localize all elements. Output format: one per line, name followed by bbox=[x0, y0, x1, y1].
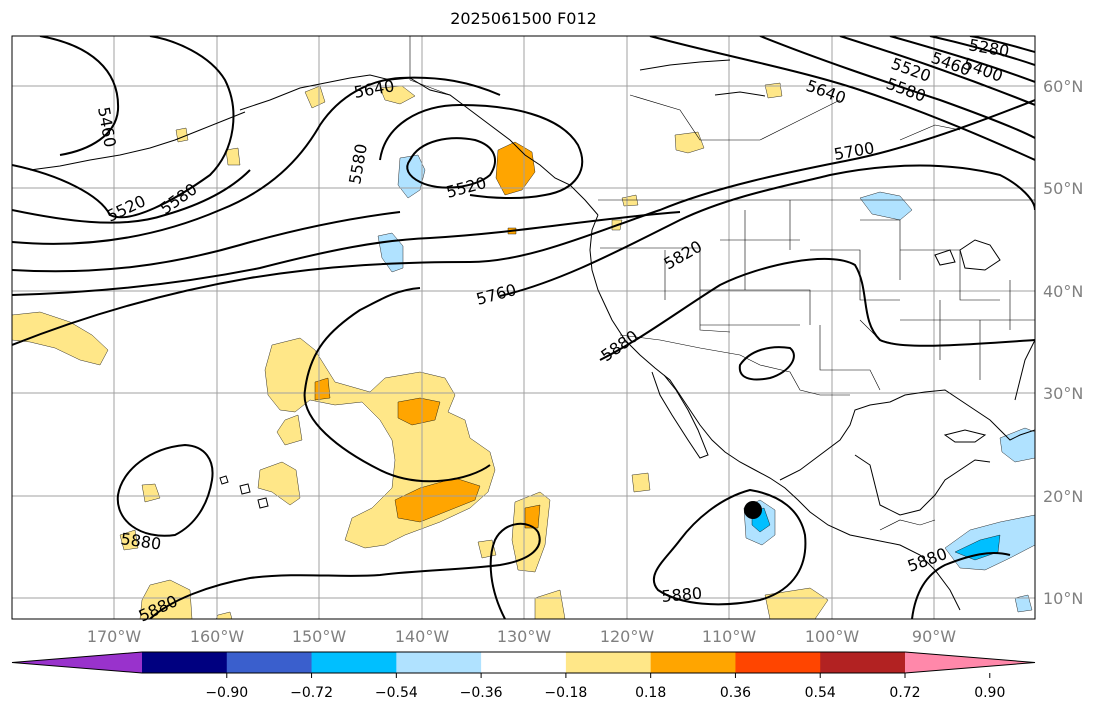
colorbar-swatch bbox=[735, 652, 821, 673]
colorbar-tick-label: −0.18 bbox=[544, 685, 587, 701]
height-contours bbox=[12, 36, 1035, 619]
colorbar-swatch bbox=[142, 652, 228, 673]
longitude-labels: 170°W 160°W 150°W 140°W 130°W 120°W 110°… bbox=[87, 627, 956, 646]
colorbar-swatch bbox=[650, 652, 736, 673]
lon-label: 120°W bbox=[600, 627, 655, 646]
lat-label: 60°N bbox=[1043, 77, 1083, 96]
lon-label: 90°W bbox=[912, 627, 956, 646]
contour-label: 5880 bbox=[661, 584, 703, 606]
colorbar-outline bbox=[11, 651, 1036, 674]
lat-label: 30°N bbox=[1043, 384, 1083, 403]
colorbar-swatch bbox=[481, 652, 567, 673]
colorbar-extend-low bbox=[12, 652, 142, 673]
colorbar-tick-label: −0.36 bbox=[460, 685, 503, 701]
colorbar-swatch bbox=[396, 652, 482, 673]
lon-label: 130°W bbox=[497, 627, 552, 646]
colorbar-swatch bbox=[820, 652, 906, 673]
map-border bbox=[11, 35, 1036, 620]
storm-center-dot bbox=[744, 501, 762, 519]
lat-label: 40°N bbox=[1043, 282, 1083, 301]
lon-label: 140°W bbox=[395, 627, 450, 646]
lon-label: 110°W bbox=[702, 627, 757, 646]
lon-label: 170°W bbox=[87, 627, 142, 646]
gridlines bbox=[12, 36, 1035, 619]
lon-label: 150°W bbox=[292, 627, 347, 646]
lat-label: 20°N bbox=[1043, 487, 1083, 506]
colorbar-swatch bbox=[226, 652, 313, 673]
colorbar-tick-label: 0.54 bbox=[805, 685, 836, 701]
lon-label: 100°W bbox=[805, 627, 860, 646]
colorbar-swatch bbox=[311, 652, 397, 673]
political-borders bbox=[409, 36, 1035, 531]
colorbar-tick-label: −0.90 bbox=[205, 685, 248, 701]
colorbar-tick-label: 0.90 bbox=[974, 685, 1005, 701]
coastlines bbox=[29, 59, 1035, 611]
lon-label: 160°W bbox=[190, 627, 245, 646]
colorbar-swatch bbox=[565, 652, 652, 673]
colorbar-tick-label: 0.36 bbox=[720, 685, 751, 701]
colorbar-tick-label: −0.54 bbox=[375, 685, 418, 701]
map-title: 2025061500 F012 bbox=[450, 9, 597, 28]
colorbar-tick-label: 0.72 bbox=[889, 685, 920, 701]
colorbar-extend-high bbox=[905, 652, 1035, 673]
latitude-labels: 60°N 50°N 40°N 30°N 20°N 10°N bbox=[1043, 77, 1083, 608]
colorbar: −0.90 −0.72 −0.54 −0.36 −0.18 0.18 0.36 0.54 0.7… bbox=[11, 651, 1036, 701]
colorbar-tick-label: 0.18 bbox=[635, 685, 666, 701]
colorbar-tick-label: −0.72 bbox=[290, 685, 333, 701]
lat-label: 50°N bbox=[1043, 179, 1083, 198]
lat-label: 10°N bbox=[1043, 589, 1083, 608]
